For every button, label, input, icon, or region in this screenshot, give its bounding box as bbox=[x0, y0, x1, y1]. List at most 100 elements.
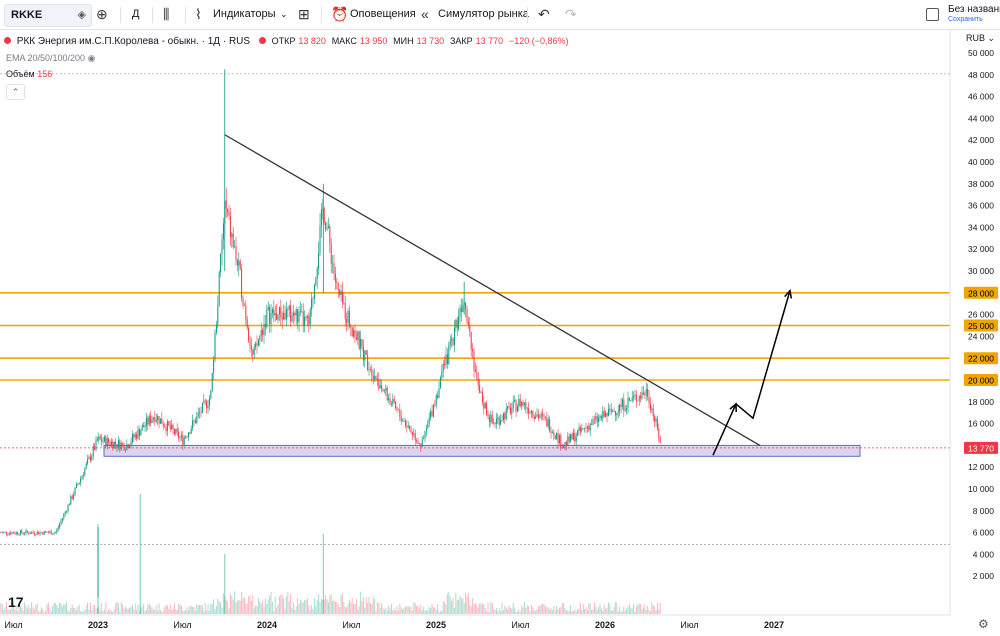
volume-bar bbox=[171, 610, 173, 614]
price-axis-label: 6 000 bbox=[973, 528, 995, 538]
replay-button[interactable]: Симулятор рынка bbox=[438, 8, 529, 20]
symbol-search[interactable]: RKKE ◈ bbox=[4, 4, 92, 27]
indicators-icon[interactable]: ⌇ bbox=[195, 6, 202, 22]
bar-style-icon[interactable]: ⫼ bbox=[163, 6, 170, 22]
volume-bar bbox=[448, 592, 450, 614]
candle-body bbox=[530, 410, 532, 413]
volume-bar bbox=[270, 591, 272, 614]
price-axis-label: 34 000 bbox=[968, 222, 994, 232]
candle-body bbox=[420, 443, 422, 447]
volume-indicator[interactable]: Объём 156 bbox=[6, 69, 52, 79]
ema-label: EMA 20/50/100/200 bbox=[6, 53, 86, 63]
volume-bar bbox=[487, 602, 489, 614]
candle-body bbox=[474, 369, 476, 373]
volume-bar bbox=[494, 610, 496, 614]
currency-selector[interactable]: RUB ⌄ bbox=[966, 33, 995, 44]
candle-body bbox=[173, 429, 175, 435]
candle-body bbox=[211, 372, 213, 391]
volume-bar bbox=[281, 594, 283, 614]
candle-body bbox=[80, 478, 82, 483]
candle-body bbox=[312, 298, 314, 299]
volume-bar bbox=[28, 604, 30, 614]
candle-body bbox=[253, 347, 255, 355]
price-axis-label: 25 000 bbox=[968, 321, 994, 331]
candle-body bbox=[234, 246, 236, 248]
volume-bar bbox=[347, 604, 349, 614]
candle-body bbox=[469, 325, 471, 333]
volume-bar bbox=[437, 604, 439, 614]
candle-body bbox=[621, 399, 623, 407]
templates-icon[interactable]: ⊞ bbox=[298, 6, 310, 22]
candle-body bbox=[655, 418, 657, 422]
layout-checkbox[interactable] bbox=[926, 8, 939, 21]
ema-indicator[interactable]: EMA 20/50/100/200 ◉ bbox=[6, 53, 95, 64]
candle-body bbox=[502, 413, 504, 420]
volume-bar bbox=[199, 604, 201, 614]
candle-body bbox=[340, 291, 342, 295]
volume-bar bbox=[54, 603, 56, 614]
candle-body bbox=[582, 428, 584, 429]
volume-bar bbox=[19, 607, 21, 614]
interval-button[interactable]: Д bbox=[132, 8, 140, 20]
redo-icon[interactable]: ↷ bbox=[565, 6, 577, 22]
candle-body bbox=[360, 339, 362, 349]
candle-body bbox=[186, 436, 188, 438]
gear-icon[interactable]: ⚙ bbox=[978, 617, 989, 631]
chevron-down-icon[interactable]: ⌄ bbox=[280, 9, 288, 19]
candle-body bbox=[480, 392, 482, 393]
volume-bar bbox=[418, 608, 420, 614]
volume-bar bbox=[312, 608, 314, 614]
instrument-name[interactable]: РКК Энергия им.С.П.Королева - обыкн. · 1… bbox=[16, 36, 251, 47]
tradingview-logo[interactable]: 17 bbox=[8, 594, 24, 610]
volume-bar bbox=[157, 611, 159, 614]
volume-bar bbox=[411, 610, 413, 614]
alert-icon[interactable]: ⏰ bbox=[331, 6, 349, 22]
candle-body bbox=[123, 443, 125, 451]
candle-body bbox=[564, 441, 566, 447]
volume-bar bbox=[196, 604, 198, 614]
volume-bar bbox=[29, 608, 31, 614]
symbol-label: RKKE bbox=[11, 9, 43, 21]
volume-bar bbox=[343, 601, 345, 614]
candle-body bbox=[537, 414, 539, 418]
candle-body bbox=[374, 376, 376, 380]
candle-body bbox=[509, 407, 511, 414]
volume-bar bbox=[619, 606, 621, 614]
volume-bar bbox=[269, 595, 271, 614]
collapse-legend-icon[interactable]: ⌃ bbox=[6, 84, 25, 100]
candle-body bbox=[525, 402, 527, 409]
volume-bar bbox=[227, 601, 229, 614]
candle-body bbox=[598, 417, 600, 422]
trendline bbox=[224, 134, 761, 446]
volume-bar bbox=[260, 603, 262, 614]
candle-body bbox=[550, 431, 552, 434]
candle-body bbox=[563, 446, 565, 449]
candle-body bbox=[260, 330, 262, 337]
replay-icon[interactable]: « bbox=[421, 6, 429, 22]
indicators-button[interactable]: Индикаторы bbox=[213, 8, 276, 20]
volume-bar bbox=[620, 611, 622, 614]
volume-bar bbox=[119, 611, 121, 614]
save-link[interactable]: Сохранить bbox=[948, 16, 983, 23]
alerts-button[interactable]: Оповещения bbox=[350, 8, 416, 20]
volume-bar bbox=[175, 608, 177, 614]
candle-body bbox=[243, 305, 245, 307]
candle-body bbox=[24, 533, 26, 535]
volume-bar bbox=[592, 609, 594, 614]
candles bbox=[0, 69, 661, 598]
candle-body bbox=[280, 306, 282, 318]
candle-body bbox=[313, 285, 315, 299]
visibility-icon[interactable]: ◉ bbox=[87, 53, 96, 63]
candle-body bbox=[59, 524, 61, 528]
candle-body bbox=[235, 246, 237, 261]
add-symbol-icon[interactable]: ⊕ bbox=[96, 6, 108, 22]
eye-icon[interactable]: ◈ bbox=[77, 9, 86, 21]
currency-label: RUB bbox=[966, 33, 986, 43]
volume-bar bbox=[273, 611, 275, 614]
volume-bar bbox=[585, 607, 587, 614]
layout-name[interactable]: Без названия bbox=[948, 4, 1000, 15]
volume-bar bbox=[481, 604, 483, 614]
candle-body bbox=[124, 449, 126, 451]
undo-icon[interactable]: ↶ bbox=[538, 6, 550, 22]
